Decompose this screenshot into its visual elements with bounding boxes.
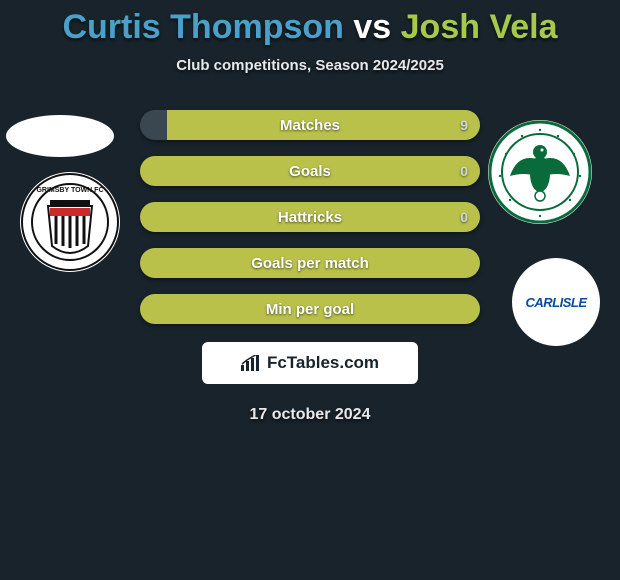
stat-right-value: 0 <box>460 163 468 179</box>
stat-row: Hattricks0 <box>140 202 480 232</box>
watermark: FcTables.com <box>202 342 418 384</box>
player2-name: Josh Vela <box>401 8 558 46</box>
carlisle-text: CARLISLE <box>526 295 587 310</box>
grimsby-town-badge: GRIMSBY TOWN FC <box>20 172 120 272</box>
stat-row: Min per goal <box>140 294 480 324</box>
watermark-text: FcTables.com <box>267 353 379 373</box>
date-text: 17 october 2024 <box>0 406 620 424</box>
page-title: Curtis Thompson vs Josh Vela <box>0 0 620 47</box>
chart-icon <box>241 355 261 371</box>
stat-row: Matches9 <box>140 110 480 140</box>
stat-label: Min per goal <box>140 301 480 318</box>
player1-name: Curtis Thompson <box>62 8 343 46</box>
club-logo-top-left <box>6 115 114 157</box>
stat-label: Hattricks <box>140 209 480 226</box>
stat-right-value: 0 <box>460 209 468 225</box>
stat-label: Matches <box>140 117 480 134</box>
stat-label: Goals <box>140 163 480 180</box>
al-masry-badge <box>488 120 592 224</box>
vs-text: vs <box>353 8 400 46</box>
svg-text:GRIMSBY TOWN FC: GRIMSBY TOWN FC <box>36 187 103 194</box>
stat-row: Goals0 <box>140 156 480 186</box>
stat-right-value: 9 <box>460 117 468 133</box>
carlisle-badge: CARLISLE <box>512 258 600 346</box>
stat-label: Goals per match <box>140 255 480 272</box>
subtitle: Club competitions, Season 2024/2025 <box>0 57 620 74</box>
stat-row: Goals per match <box>140 248 480 278</box>
stats-container: Matches9Goals0Hattricks0Goals per matchM… <box>140 110 480 324</box>
